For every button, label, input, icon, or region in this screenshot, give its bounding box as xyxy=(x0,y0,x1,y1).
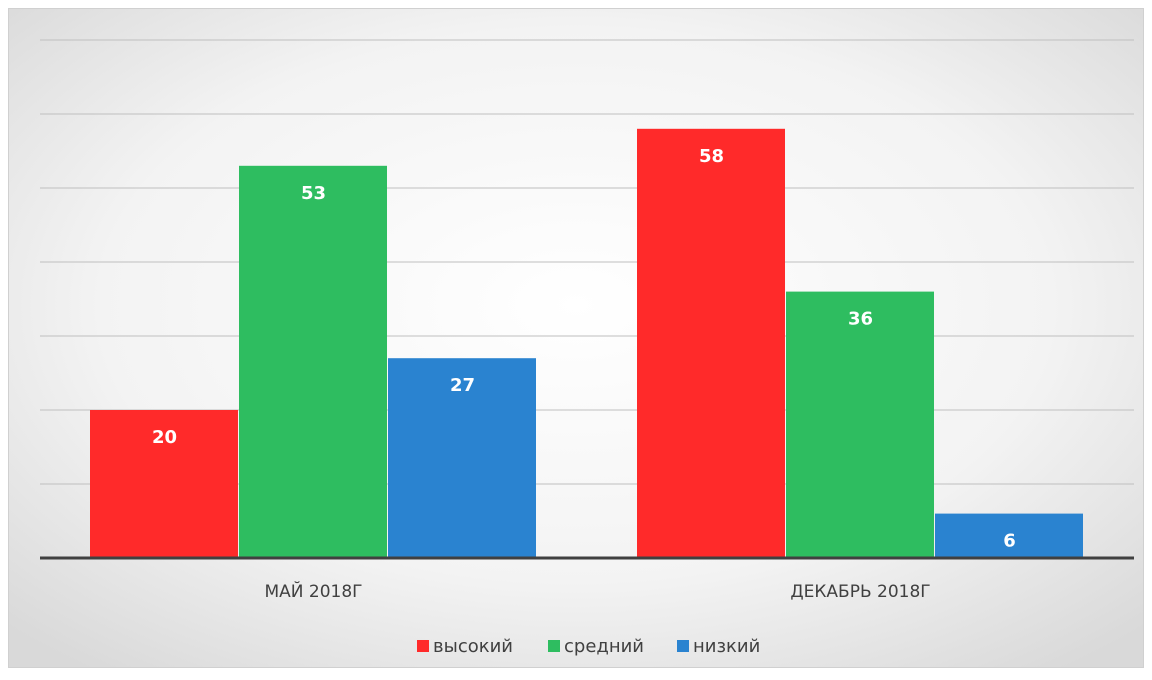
bar xyxy=(786,291,934,558)
legend-swatch xyxy=(548,640,560,652)
x-tick-label: ДЕКАБРЬ 2018Г xyxy=(790,582,930,602)
x-tick-label: МАЙ 2018Г xyxy=(264,580,362,602)
data-label: 20 xyxy=(152,427,177,448)
data-label: 58 xyxy=(699,146,724,167)
data-label: 53 xyxy=(301,183,326,204)
data-label: 27 xyxy=(450,375,475,396)
legend-label: высокий xyxy=(433,636,513,657)
legend-label: средний xyxy=(564,636,644,657)
data-label: 36 xyxy=(848,309,873,330)
bar xyxy=(935,513,1083,558)
legend-swatch xyxy=(677,640,689,652)
chart-frame xyxy=(8,8,1144,668)
bar xyxy=(90,410,238,558)
bar xyxy=(388,358,536,558)
legend-swatch xyxy=(417,640,429,652)
bar xyxy=(637,128,785,559)
legend-label: низкий xyxy=(693,636,760,657)
bar xyxy=(239,165,387,559)
data-label: 6 xyxy=(1003,531,1016,552)
